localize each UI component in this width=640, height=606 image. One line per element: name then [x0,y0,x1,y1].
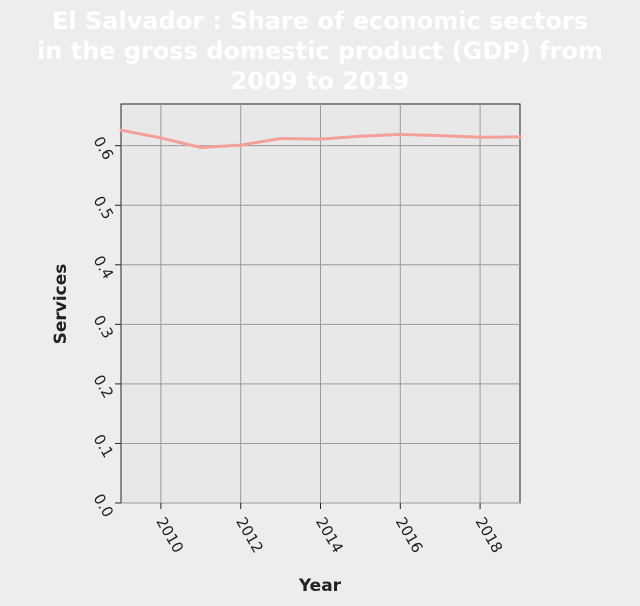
data-point [398,132,402,136]
data-point [239,143,243,147]
data-point [438,134,442,138]
y-axis-label: Services [51,264,71,345]
series-layer [119,128,522,149]
data-point [358,134,362,138]
x-axis-label: Year [298,576,342,596]
data-point [119,128,123,132]
chart-title-line-1: El Salvador : Share of economic sectors [52,7,588,35]
grid-lines [121,104,520,504]
data-point [478,135,482,139]
data-point [518,135,522,139]
data-point [279,137,283,141]
chart-title-line-3: 2009 to 2019 [231,67,409,95]
data-point [319,137,322,141]
chart-title: El Salvador : Share of economic sectors … [37,7,603,95]
data-point [199,145,203,149]
data-point [159,136,163,140]
chart-title-line-2: in the gross domestic product (GDP) from [37,37,603,65]
